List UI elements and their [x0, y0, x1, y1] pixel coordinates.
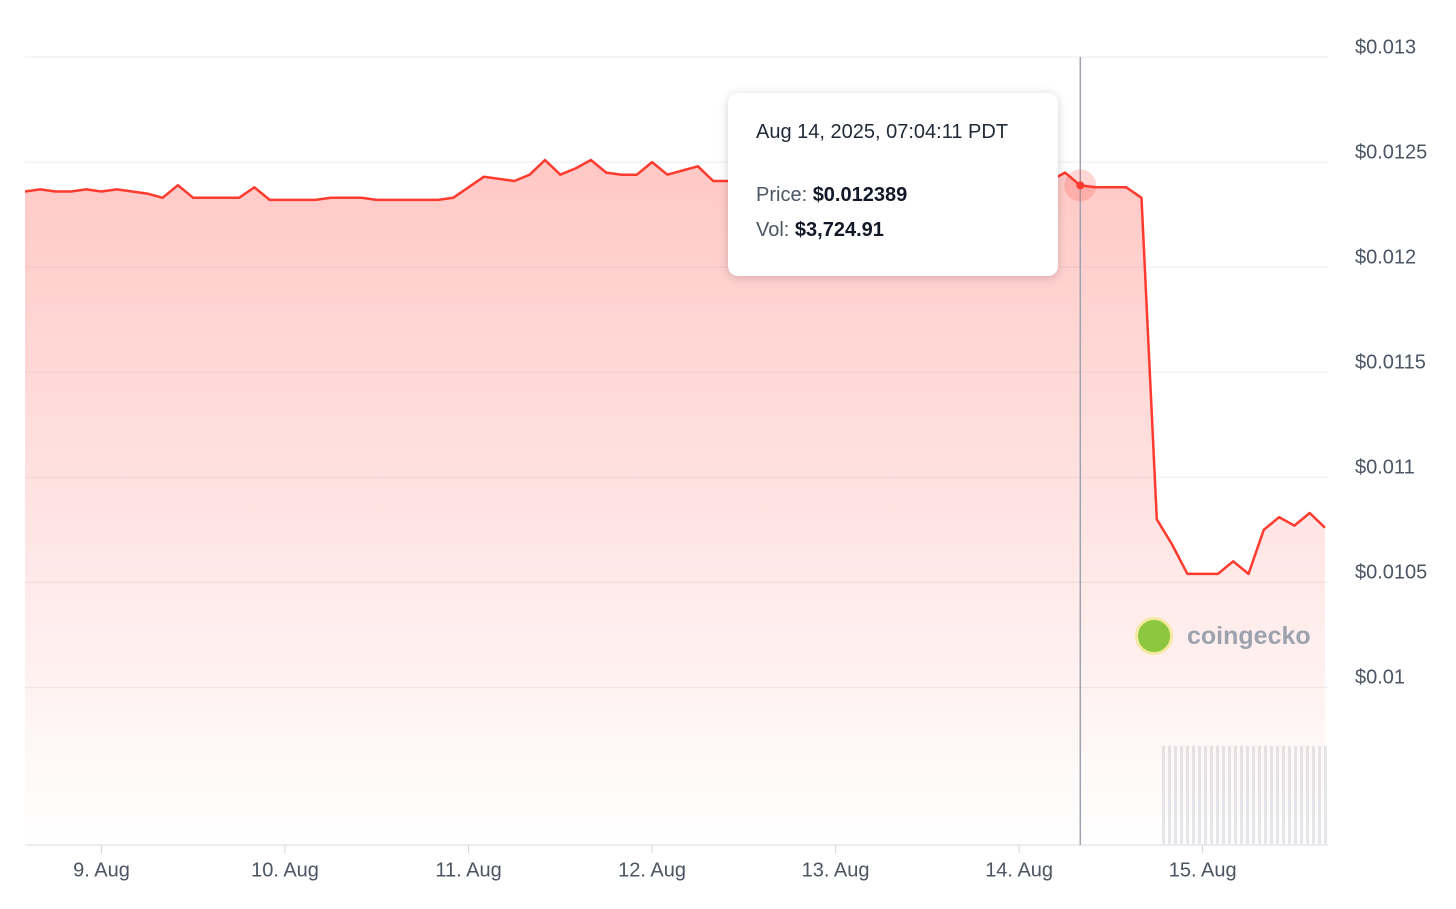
x-tick-label: 9. Aug	[73, 859, 130, 881]
y-tick-label: $0.0105	[1355, 562, 1427, 584]
price-line	[24, 158, 1326, 576]
watermark: coingecko	[1135, 617, 1311, 655]
x-tick-label: 12. Aug	[618, 859, 686, 881]
price-value: $0.012389	[812, 184, 908, 206]
hover-point	[1076, 181, 1085, 190]
volume-bar	[1324, 746, 1327, 845]
y-tick-label: $0.011	[1355, 457, 1415, 479]
tooltip-title: Aug 14, 2025, 07:04:11 PDT	[756, 121, 1009, 143]
y-tick-label: $0.01	[1355, 667, 1405, 689]
logo	[1135, 617, 1173, 655]
area-fill	[25, 160, 1325, 845]
y-tick-label: $0.013	[1355, 36, 1416, 58]
y-tick-label: $0.0125	[1355, 141, 1427, 163]
tooltip-vol: Vol: $3,724.91	[756, 219, 1030, 242]
y-tick-label: $0.012	[1355, 246, 1416, 268]
x-tick-label: 14. Aug	[985, 859, 1053, 881]
price-label: Price:	[756, 184, 808, 206]
x-tick-label: 11. Aug	[435, 859, 501, 881]
watermark-text: coingecko	[1187, 621, 1311, 650]
x-tick-label: 15. Aug	[1169, 859, 1237, 881]
x-tick-label: 13. Aug	[802, 859, 870, 881]
x-tick-label: 10. Aug	[251, 859, 319, 881]
vol-label: Vol:	[756, 219, 790, 241]
y-tick-label: $0.0115	[1355, 351, 1426, 373]
tooltip-price: Price: $0.012389	[756, 184, 1030, 207]
vol-value: $3,724.91	[794, 219, 884, 241]
tooltip: Aug 14, 2025, 07:04:11 PDT Price: $0.012…	[728, 93, 1058, 276]
